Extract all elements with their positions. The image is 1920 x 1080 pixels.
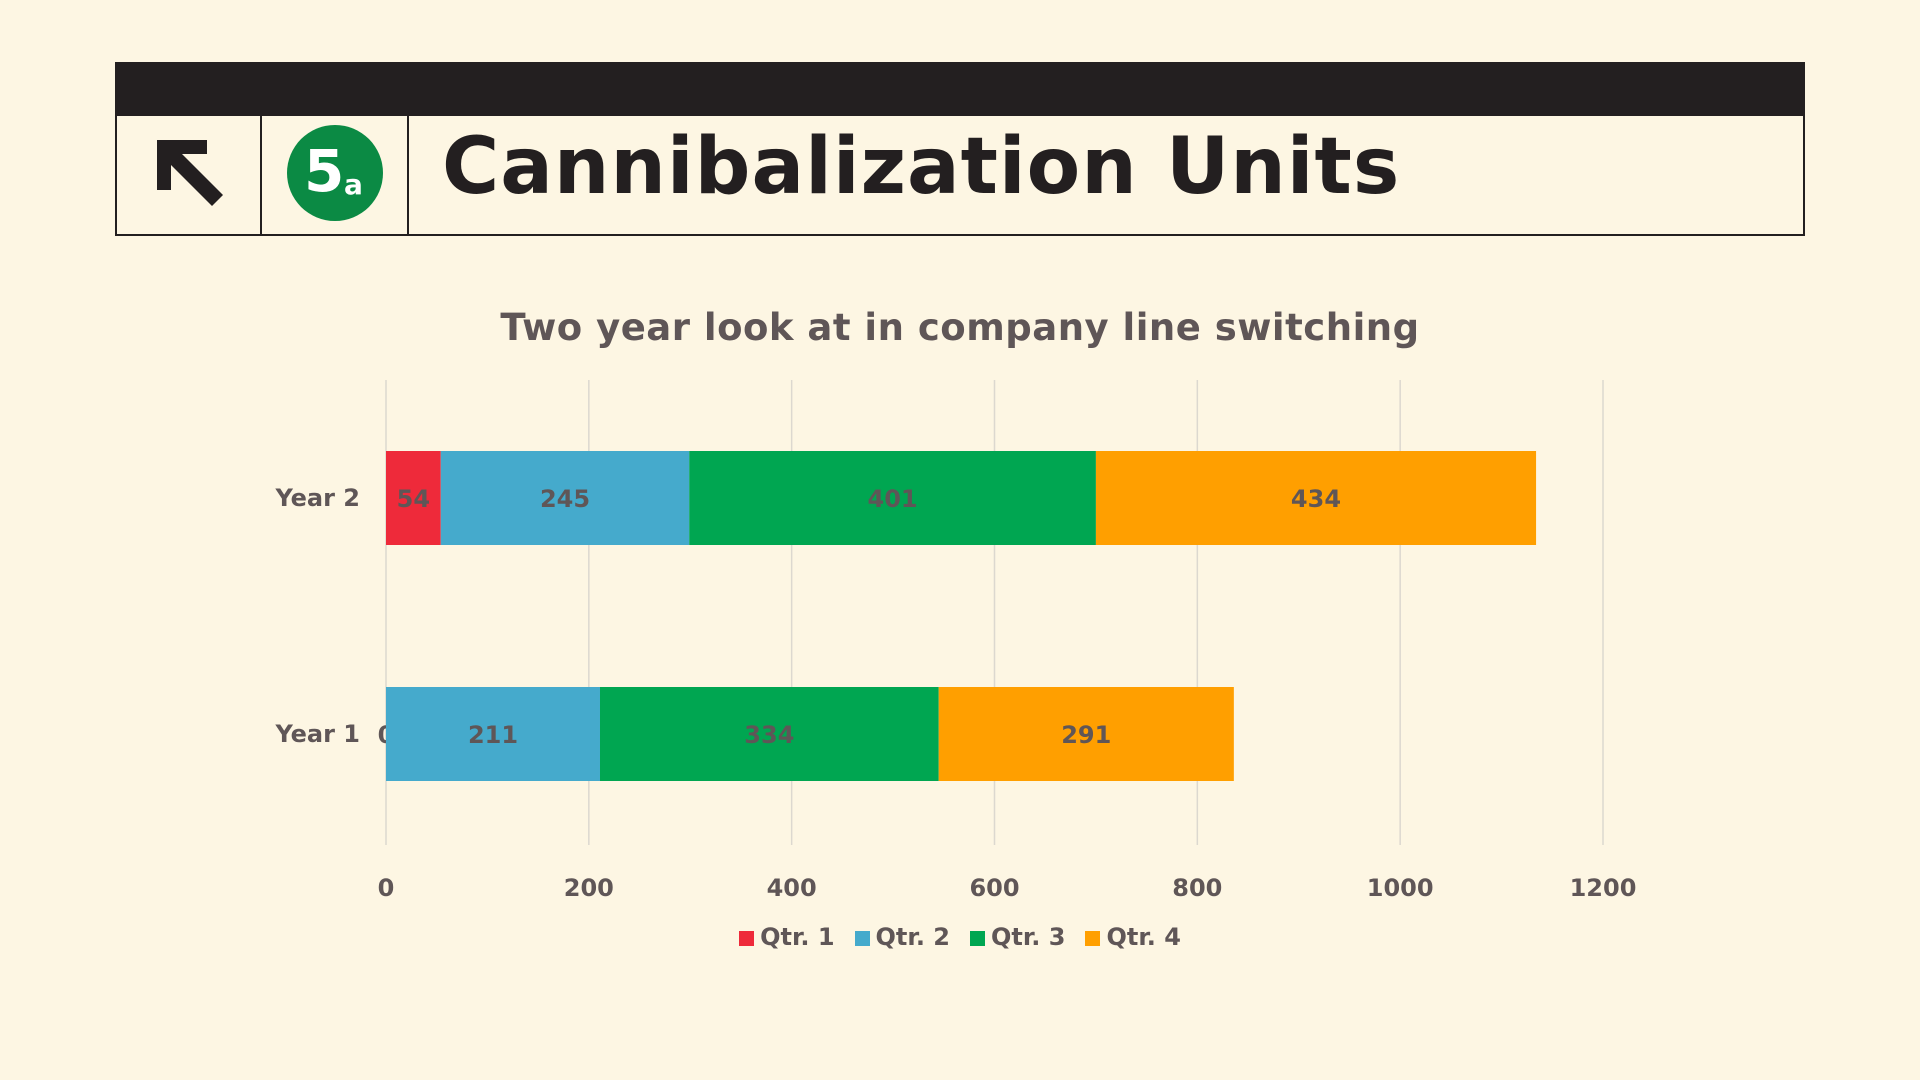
- x-tick-label: 1000: [1367, 874, 1434, 900]
- route-badge: 5 a: [287, 125, 383, 221]
- x-tick-label: 400: [767, 874, 817, 900]
- data-label: 54: [397, 485, 430, 513]
- x-tick-label: 600: [969, 874, 1019, 900]
- stacked-bar-chart: 0 200 400 600 800 1000 1200 Year 2 54 245 401 434 Ye…: [274, 380, 1637, 900]
- data-label: 334: [744, 721, 794, 749]
- bar-segment: [386, 451, 441, 545]
- legend-swatch: [739, 931, 755, 946]
- legend-label: Qtr. 2: [875, 923, 950, 951]
- badge-number: 5: [304, 137, 345, 205]
- bar-segment: [1095, 451, 1537, 545]
- category-label: Year 2: [274, 484, 360, 512]
- x-tick-label: 200: [564, 874, 614, 900]
- x-tick-label: 800: [1172, 874, 1222, 900]
- data-label: 211: [468, 721, 518, 749]
- bar-segment: [599, 687, 939, 781]
- x-tick-label: 1200: [1570, 874, 1637, 900]
- legend-item: Qtr. 2: [854, 923, 950, 951]
- arrow-up-left-icon: [157, 140, 223, 206]
- legend-label: Qtr. 4: [1106, 923, 1181, 951]
- arrow-cell: [117, 116, 262, 234]
- chart-title: Two year look at in company line switchi…: [500, 306, 1420, 349]
- chart-legend: Qtr. 1 Qtr. 2 Qtr. 3 Qtr. 4: [0, 923, 1920, 951]
- data-label: 434: [1291, 485, 1341, 513]
- bar-segment: [386, 687, 600, 781]
- legend-label: Qtr. 1: [760, 923, 835, 951]
- header-bar: [117, 64, 1803, 116]
- badge-suffix: a: [344, 168, 363, 201]
- data-label: 291: [1061, 721, 1111, 749]
- bar-segment: [938, 687, 1234, 781]
- data-label: 401: [868, 485, 918, 513]
- header-banner: 5 a Cannibalization Units: [115, 62, 1805, 236]
- legend-item: Qtr. 3: [970, 923, 1065, 951]
- legend-swatch: [970, 931, 985, 946]
- legend-label: Qtr. 3: [991, 923, 1066, 951]
- legend-item: Qtr. 4: [1085, 923, 1181, 951]
- data-label: 245: [540, 485, 590, 513]
- legend-swatch: [854, 931, 870, 946]
- bar-segment: [689, 451, 1096, 545]
- bar-segment: [440, 451, 690, 545]
- x-tick-label: 0: [378, 874, 395, 900]
- legend-item: Qtr. 1: [739, 923, 835, 951]
- page-title: Cannibalization Units: [442, 122, 1401, 212]
- legend-swatch: [1085, 931, 1101, 946]
- badge-cell: 5 a: [262, 116, 409, 234]
- category-label: Year 1: [274, 720, 360, 748]
